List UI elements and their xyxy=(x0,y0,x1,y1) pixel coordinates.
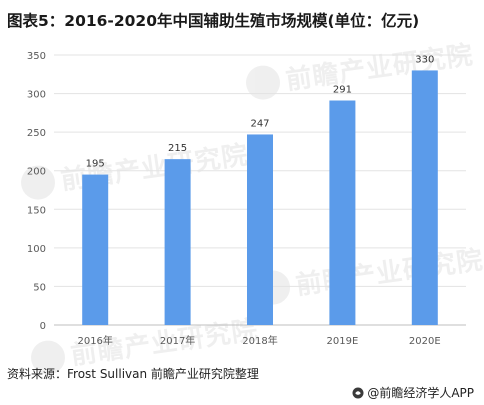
x-tick-label: 2017年 xyxy=(160,334,195,347)
x-axis-ticks: 2016年 2017年 2018年 2019E 2020E xyxy=(77,334,440,347)
bar-chart: 0 50 100 150 200 250 300 350 195 215 247 291 330 20… xyxy=(0,40,484,355)
data-label: 215 xyxy=(168,143,187,154)
data-labels: 195 215 247 291 330 xyxy=(86,54,435,169)
y-tick-label: 200 xyxy=(27,167,46,178)
brand-logo-icon xyxy=(352,387,364,399)
bar xyxy=(82,174,109,325)
chart-title: 图表5：2016-2020年中国辅助生殖市场规模(单位：亿元) xyxy=(7,12,420,30)
y-tick-label: 300 xyxy=(27,90,46,101)
bar xyxy=(329,100,356,325)
y-tick-label: 250 xyxy=(27,128,46,139)
bar xyxy=(411,70,438,325)
y-tick-label: 150 xyxy=(27,205,46,216)
x-tick-label: 2018年 xyxy=(242,334,277,347)
bars xyxy=(82,70,438,325)
data-label: 330 xyxy=(415,54,434,65)
y-tick-label: 0 xyxy=(40,321,46,332)
data-label: 195 xyxy=(86,159,105,170)
bar-chart-svg: 0 50 100 150 200 250 300 350 195 215 247 291 330 20… xyxy=(27,51,466,347)
brand-text: @前瞻经济学人APP xyxy=(367,386,474,400)
y-tick-label: 50 xyxy=(33,282,46,293)
y-axis-ticks: 0 50 100 150 200 250 300 350 xyxy=(27,51,46,332)
data-label: 291 xyxy=(333,85,352,96)
brand-credit: @前瞻经济学人APP xyxy=(352,384,474,401)
y-tick-label: 350 xyxy=(27,51,46,62)
y-tick-label: 100 xyxy=(27,244,46,255)
data-label: 247 xyxy=(250,118,269,129)
x-tick-label: 2016年 xyxy=(77,334,112,347)
source-note: 资料来源：Frost Sullivan 前瞻产业研究院整理 xyxy=(7,367,259,381)
x-tick-label: 2020E xyxy=(409,336,441,347)
bar xyxy=(164,159,191,325)
x-tick-label: 2019E xyxy=(327,336,359,347)
bar xyxy=(247,134,273,325)
